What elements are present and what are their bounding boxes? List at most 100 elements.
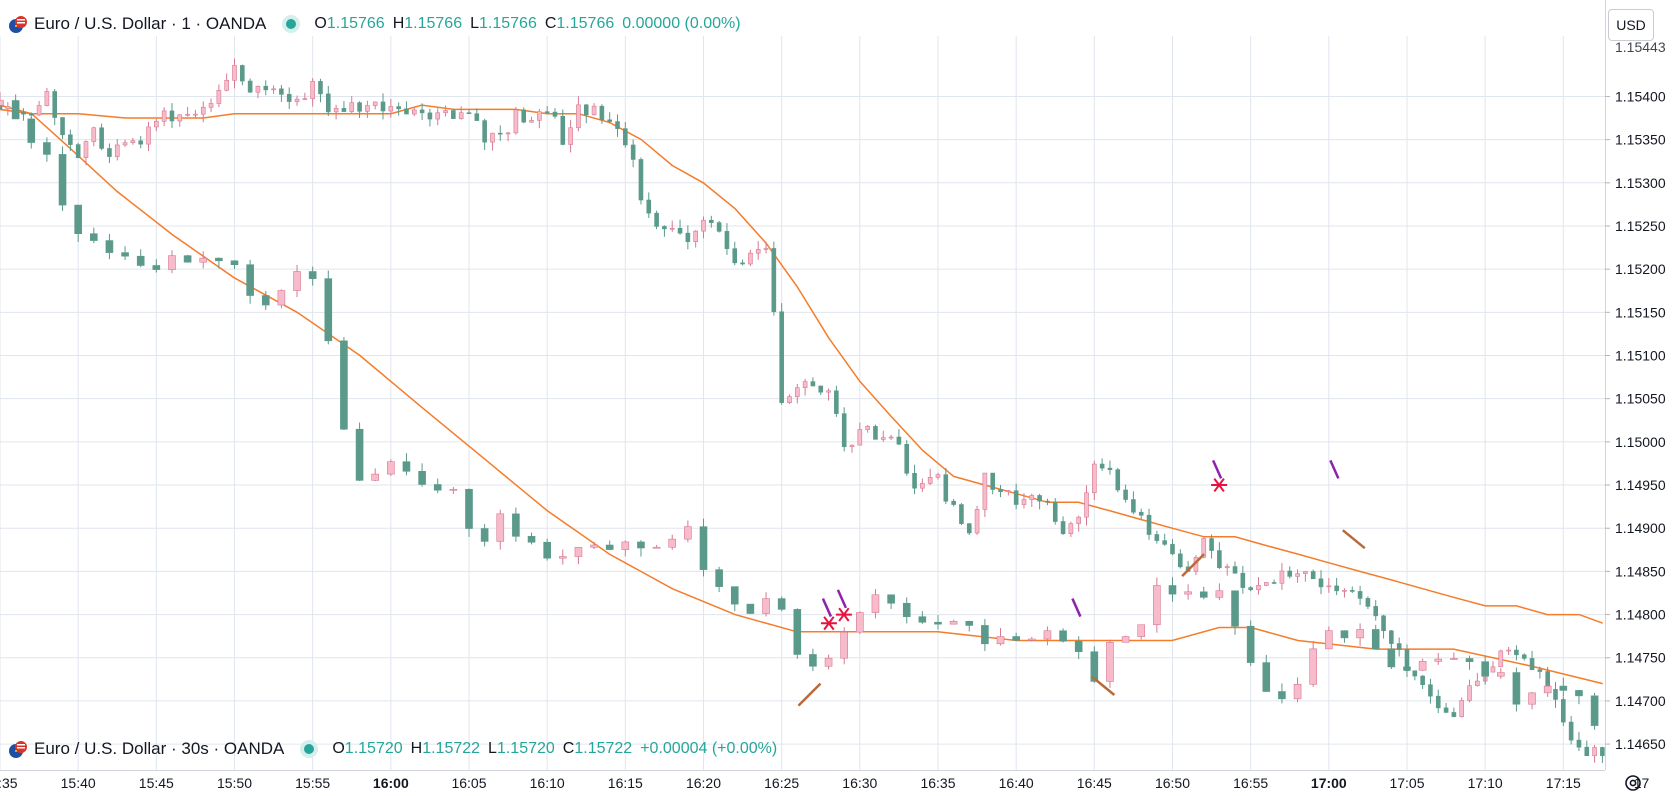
gear-icon[interactable] (1622, 772, 1644, 794)
candle-body (271, 88, 276, 91)
candle-body (746, 603, 755, 614)
candle-body (21, 112, 26, 115)
open-label: O (332, 740, 345, 757)
candle-body (1021, 499, 1027, 505)
candle-body (1231, 590, 1239, 627)
candle-body (1537, 669, 1543, 672)
candle-body (1568, 721, 1574, 741)
signal-annotations (797, 459, 1366, 707)
candle-body (1403, 666, 1411, 671)
candle-body (637, 541, 645, 549)
candle-body (28, 113, 34, 116)
candle-body (1162, 540, 1167, 545)
candle-body (1357, 591, 1363, 599)
candle-body (1450, 658, 1458, 660)
price-tick-label: 1.14800 (1615, 607, 1666, 623)
candle-body (1043, 630, 1052, 640)
candle-body (74, 204, 82, 234)
candle-body (840, 631, 848, 659)
candle-body (1528, 692, 1536, 705)
candle-body (193, 113, 198, 116)
candle-body (871, 594, 880, 613)
candle-body (685, 232, 691, 242)
high-value: 1.15766 (404, 15, 463, 32)
candle-body (951, 500, 956, 505)
candle-body (1434, 658, 1443, 662)
candle-body (371, 473, 379, 481)
candle-body (1420, 675, 1425, 686)
price-tick-label: 1.15300 (1615, 175, 1666, 191)
candle-body (68, 134, 73, 145)
candle-body (699, 526, 708, 570)
candle-body (1412, 670, 1418, 677)
candle-body (168, 255, 176, 270)
buy-signal-arrow (1181, 553, 1205, 578)
candle-body (621, 541, 630, 550)
candle-body (5, 106, 11, 110)
candle-body (1199, 591, 1208, 598)
candle-body (482, 120, 487, 143)
candle-body (1506, 649, 1511, 652)
candle-body (669, 227, 675, 230)
price-axis[interactable]: 1.15400 1.15350 1.15300 1.15250 1.15200 1.151… (1605, 0, 1676, 796)
candle-body (1059, 630, 1067, 642)
candle-body (1209, 538, 1214, 551)
candle-body (1232, 566, 1238, 574)
candle-body (974, 509, 980, 534)
candle-body (1168, 585, 1177, 595)
candle-body (849, 444, 855, 448)
candle-body (1600, 747, 1605, 756)
top-series-legend[interactable]: Euro / U.S. Dollar · 1 · OANDA O 1.15766 … (8, 12, 741, 36)
candle-body (716, 222, 722, 232)
candle-body (1576, 739, 1582, 748)
candle-body (607, 119, 612, 122)
candle-body (263, 85, 269, 91)
candle-body (36, 105, 42, 116)
candle-body (920, 483, 925, 489)
candle-body (255, 85, 261, 93)
candle-body (873, 426, 878, 440)
candle-body (1090, 651, 1099, 682)
chart-grid (0, 36, 1642, 770)
bottom-series-legend[interactable]: Euro / U.S. Dollar · 30s · OANDA O 1.1572… (8, 737, 777, 761)
time-tick-label: 16:40 (999, 775, 1034, 791)
symbol-title[interactable]: Euro / U.S. Dollar · 30s · OANDA (34, 739, 285, 758)
candle-body (652, 546, 661, 549)
candle-body (89, 233, 98, 241)
candle-body (232, 65, 237, 81)
symbol-title[interactable]: Euro / U.S. Dollar · 1 · OANDA (34, 14, 267, 33)
candle-body (99, 127, 104, 149)
candle-body (388, 106, 394, 112)
time-axis[interactable]: 15:35 15:40 15:45 15:50 15:55 16:00 16:05 16:10… (0, 770, 1649, 792)
candle-body (834, 390, 839, 414)
candle-body (777, 598, 786, 610)
candle-body (1310, 571, 1316, 580)
candle-body (630, 144, 636, 160)
candle-body (1027, 638, 1036, 641)
candle-body (1076, 516, 1081, 524)
close-label: C (562, 740, 575, 757)
candle-body (130, 140, 136, 144)
price-tick-label: 1.14950 (1615, 477, 1666, 493)
candle-body (496, 513, 505, 542)
candle-body (591, 105, 597, 116)
candle-body (1263, 582, 1269, 586)
candle-body (809, 654, 817, 667)
candle-body (949, 621, 958, 625)
time-tick-label: 15:50 (217, 775, 252, 791)
candle-body (1154, 534, 1160, 541)
candle-body (1349, 590, 1355, 592)
eu-us-flag-icon (9, 741, 27, 758)
candle-body (418, 470, 426, 485)
candle-body (1262, 662, 1271, 692)
candle-body (965, 621, 974, 626)
time-tick-label: 16:55 (1233, 775, 1268, 791)
candle-body (904, 443, 910, 474)
candle-body (427, 112, 433, 120)
candle-body (880, 437, 886, 440)
candle-body (1365, 598, 1371, 607)
price-tick-label: 1.14900 (1615, 520, 1666, 536)
currency-button[interactable]: USD (1608, 9, 1654, 41)
candle-body (458, 112, 464, 119)
